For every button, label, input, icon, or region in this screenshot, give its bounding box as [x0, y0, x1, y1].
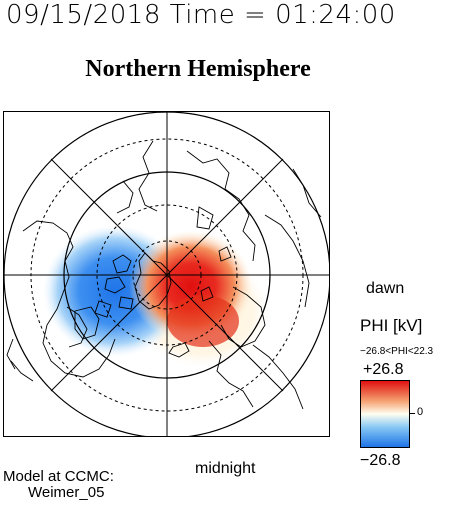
- colorbar-min-label: −26.8: [360, 452, 401, 469]
- model-name-label: Weimer_05: [28, 484, 105, 501]
- colorbar-zero-tick: [410, 413, 415, 414]
- colorbar-quantity-label: PHI [kV]: [360, 316, 423, 335]
- colorbar-max-label: +26.8: [363, 361, 404, 378]
- coastlines: [6, 140, 322, 410]
- colorbar: [360, 380, 410, 448]
- colorbar-range-label: −26.8<PHI<22.3: [360, 346, 434, 357]
- model-source-label: Model at CCMC:: [3, 468, 114, 485]
- meridian-lines: [3, 111, 330, 437]
- potential-pattern: [43, 225, 271, 369]
- midnight-label: midnight: [195, 460, 256, 477]
- timestamp: 09/15/2018 Time = 01:24:00: [6, 0, 396, 30]
- polar-potential-map: [3, 111, 330, 437]
- hemisphere-title: Northern Hemisphere: [85, 56, 311, 82]
- colorbar-zero-label: 0: [417, 406, 424, 418]
- dawn-label: dawn: [366, 280, 405, 297]
